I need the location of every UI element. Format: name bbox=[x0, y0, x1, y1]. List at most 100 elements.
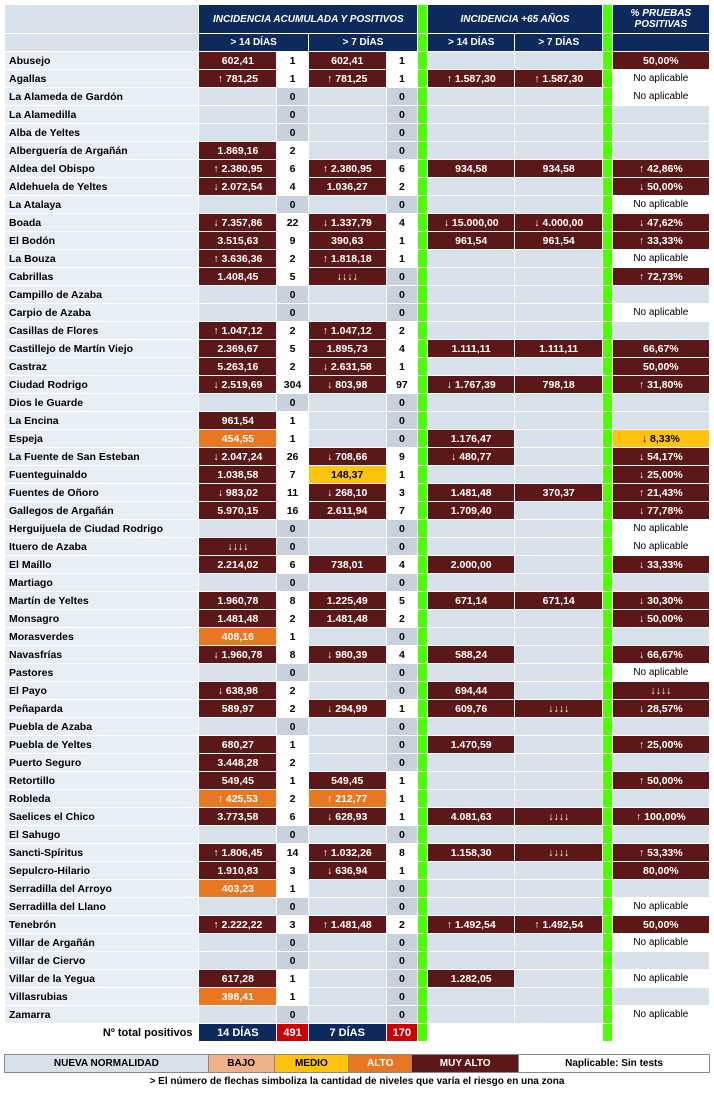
value-7d bbox=[308, 628, 386, 646]
header-group-3: % PRUEBAS POSITIVAS bbox=[612, 5, 709, 34]
location-name: Aldehuela de Yeltes bbox=[5, 178, 199, 196]
count-14d: 2 bbox=[277, 322, 309, 340]
age65-14d bbox=[427, 322, 515, 340]
percent-positive: ↓ 77,78% bbox=[612, 502, 709, 520]
age65-14d bbox=[427, 574, 515, 592]
count-7d: 1 bbox=[386, 232, 418, 250]
table-row: Abusejo602,411602,41150,00% bbox=[5, 52, 710, 70]
location-name: Peñaparda bbox=[5, 700, 199, 718]
percent-positive: No aplicable bbox=[612, 88, 709, 106]
age65-7d bbox=[515, 880, 603, 898]
location-name: La Fuente de San Esteban bbox=[5, 448, 199, 466]
separator bbox=[418, 5, 428, 34]
value-14d: 5.970,15 bbox=[199, 502, 277, 520]
value-7d: ↑ 1.818,18 bbox=[308, 250, 386, 268]
table-row: Puerto Seguro3.448,2820 bbox=[5, 754, 710, 772]
table-row: Monsagro1.481,4821.481,482↓ 50,00% bbox=[5, 610, 710, 628]
age65-7d bbox=[515, 952, 603, 970]
value-7d bbox=[308, 142, 386, 160]
location-name: El Bodón bbox=[5, 232, 199, 250]
table-row: El Payo↓ 638,9820694,44↓↓↓↓ bbox=[5, 682, 710, 700]
count-7d: 4 bbox=[386, 340, 418, 358]
count-14d: 8 bbox=[277, 646, 309, 664]
count-14d: 0 bbox=[277, 106, 309, 124]
age65-14d: 1.176,47 bbox=[427, 430, 515, 448]
value-14d: ↓ 638,98 bbox=[199, 682, 277, 700]
header-7d: > 7 DÍAS bbox=[308, 34, 417, 52]
value-14d: 617,28 bbox=[199, 970, 277, 988]
location-name: Villar de Ciervo bbox=[5, 952, 199, 970]
value-14d: ↑ 2.222,22 bbox=[199, 916, 277, 934]
count-14d: 2 bbox=[277, 682, 309, 700]
age65-14d: 2.000,00 bbox=[427, 556, 515, 574]
percent-positive: No aplicable bbox=[612, 934, 709, 952]
value-14d: 1.869,16 bbox=[199, 142, 277, 160]
value-7d: 1.481,48 bbox=[308, 610, 386, 628]
location-name: Morasverdes bbox=[5, 628, 199, 646]
location-name: Castraz bbox=[5, 358, 199, 376]
percent-positive: 66,67% bbox=[612, 340, 709, 358]
count-14d: 3 bbox=[277, 916, 309, 934]
value-14d bbox=[199, 304, 277, 322]
age65-7d bbox=[515, 502, 603, 520]
count-14d: 0 bbox=[277, 574, 309, 592]
value-7d bbox=[308, 970, 386, 988]
value-7d: ↓ 803,98 bbox=[308, 376, 386, 394]
value-7d bbox=[308, 124, 386, 142]
location-name: Dios le Guarde bbox=[5, 394, 199, 412]
count-14d: 0 bbox=[277, 952, 309, 970]
value-7d: ↓ 628,93 bbox=[308, 808, 386, 826]
table-row: Gallegos de Argañán5.970,15162.611,9471.… bbox=[5, 502, 710, 520]
percent-positive: ↑ 21,43% bbox=[612, 484, 709, 502]
value-7d: 2.611,94 bbox=[308, 502, 386, 520]
age65-7d bbox=[515, 412, 603, 430]
age65-14d: ↑ 1.492,54 bbox=[427, 916, 515, 934]
table-row: El Maíllo2.214,026738,0142.000,00↓ 33,33… bbox=[5, 556, 710, 574]
value-7d bbox=[308, 412, 386, 430]
percent-positive: No aplicable bbox=[612, 664, 709, 682]
value-7d: 148,37 bbox=[308, 466, 386, 484]
age65-14d bbox=[427, 268, 515, 286]
value-14d: 1.038,58 bbox=[199, 466, 277, 484]
corner-blank bbox=[5, 5, 199, 34]
age65-7d bbox=[515, 124, 603, 142]
age65-14d: ↑ 1.587,30 bbox=[427, 70, 515, 88]
age65-7d bbox=[515, 970, 603, 988]
table-row: Villar de Ciervo00 bbox=[5, 952, 710, 970]
count-14d: 6 bbox=[277, 160, 309, 178]
percent-positive: 50,00% bbox=[612, 916, 709, 934]
total-14d-value: 491 bbox=[277, 1024, 309, 1042]
table-row: Campillo de Azaba00 bbox=[5, 286, 710, 304]
value-7d: 1.225,49 bbox=[308, 592, 386, 610]
location-name: Puebla de Yeltes bbox=[5, 736, 199, 754]
count-7d: 1 bbox=[386, 250, 418, 268]
table-row: Serradilla del Arroyo403,2310 bbox=[5, 880, 710, 898]
value-14d: 5.263,16 bbox=[199, 358, 277, 376]
location-name: Sancti-Spíritus bbox=[5, 844, 199, 862]
value-7d: ↓ 2.631,58 bbox=[308, 358, 386, 376]
percent-positive bbox=[612, 574, 709, 592]
age65-14d bbox=[427, 196, 515, 214]
location-name: Casillas de Flores bbox=[5, 322, 199, 340]
table-row: El Bodón3.515,639390,631961,54961,54↑ 33… bbox=[5, 232, 710, 250]
age65-14d: 671,14 bbox=[427, 592, 515, 610]
count-14d: 6 bbox=[277, 556, 309, 574]
age65-14d bbox=[427, 754, 515, 772]
age65-7d: ↑ 1.492,54 bbox=[515, 916, 603, 934]
table-row: Carpio de Azaba00No aplicable bbox=[5, 304, 710, 322]
count-14d: 0 bbox=[277, 124, 309, 142]
count-7d: 2 bbox=[386, 322, 418, 340]
count-14d: 1 bbox=[277, 52, 309, 70]
count-14d: 0 bbox=[277, 898, 309, 916]
table-row: Cabrillas1.408,455↓↓↓↓0↑ 72,73% bbox=[5, 268, 710, 286]
table-row: Sancti-Spíritus↑ 1.806,4514↑ 1.032,2681.… bbox=[5, 844, 710, 862]
location-name: Puerto Seguro bbox=[5, 754, 199, 772]
value-7d bbox=[308, 304, 386, 322]
count-7d: 0 bbox=[386, 718, 418, 736]
age65-7d bbox=[515, 790, 603, 808]
total-7d-value: 170 bbox=[386, 1024, 418, 1042]
value-14d: ↓ 1.960,78 bbox=[199, 646, 277, 664]
count-14d: 0 bbox=[277, 520, 309, 538]
percent-positive bbox=[612, 718, 709, 736]
count-14d: 4 bbox=[277, 178, 309, 196]
